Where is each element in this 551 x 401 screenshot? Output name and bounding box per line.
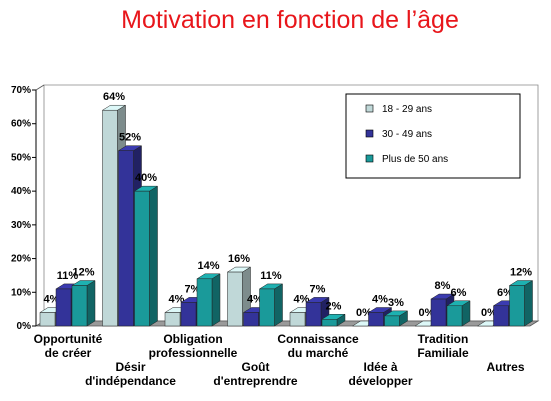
chart-title: Motivation en fonction de l’âge (121, 6, 459, 34)
legend-label: 18 - 29 ans (382, 104, 432, 115)
bar-front (227, 271, 243, 327)
category-label-line: Opportunité (34, 332, 103, 346)
legend-swatch (365, 129, 374, 138)
category-label-line: Tradition (418, 332, 469, 346)
data-label: 16% (228, 253, 250, 265)
data-label: 64% (103, 91, 125, 103)
y-tick-label: 0% (17, 321, 32, 332)
bar-front (243, 312, 259, 327)
category-label-line: Idée à (363, 360, 397, 374)
legend-label: 30 - 49 ans (382, 129, 432, 140)
bar-front (289, 312, 306, 327)
bar-front (305, 302, 322, 327)
data-label: 0% (419, 307, 435, 319)
category-label-line: de créer (45, 346, 92, 360)
category-label-line: Familiale (417, 346, 469, 360)
data-label: 4% (247, 294, 263, 306)
data-label: 4% (372, 294, 388, 306)
bar-front (196, 278, 213, 327)
bar-side (524, 280, 533, 327)
legend-swatch (365, 104, 374, 113)
bar-front (384, 315, 400, 327)
bar-side (211, 273, 221, 327)
bar (508, 280, 534, 327)
category-label: Obligation professionnelle (149, 332, 238, 360)
bar-side (86, 280, 96, 327)
bar-front (259, 288, 275, 327)
bar-front (509, 285, 525, 327)
data-label: 6% (451, 287, 467, 299)
category-label: Autres (486, 360, 524, 374)
bar-side (274, 283, 283, 327)
bar-front (102, 109, 118, 327)
bar-front (430, 298, 447, 327)
plot-side-edge (35, 84, 45, 91)
bar (196, 273, 221, 327)
data-label: 7% (185, 283, 201, 295)
category-label: Désir d'indépendance (85, 360, 176, 388)
category-label-line: Désir (115, 360, 145, 374)
y-tick-label: 70% (11, 85, 31, 96)
bar-front (71, 285, 88, 327)
y-tick-label: 10% (11, 287, 31, 298)
category-label-line: d'entreprendre (213, 374, 298, 388)
bar (133, 185, 159, 327)
data-label: 4% (44, 294, 60, 306)
y-tick-label: 60% (11, 119, 31, 130)
legend-label: Plus de 50 ans (382, 154, 448, 165)
data-label: 12% (72, 267, 94, 279)
data-label: 7% (310, 283, 326, 295)
category-label: Connaissance du marché (277, 332, 359, 360)
bar (321, 313, 346, 327)
bar (383, 310, 409, 327)
data-label: 52% (119, 132, 141, 144)
bar-front (180, 302, 197, 327)
data-label: 2% (326, 300, 342, 312)
category-label: Goût d'entreprendre (213, 360, 298, 388)
category-label-line: d'indépendance (85, 374, 176, 388)
category-label-line: Obligation (163, 332, 222, 346)
category-label-line: développer (348, 374, 412, 388)
data-label: 0% (356, 307, 372, 319)
category-label: Tradition Familiale (417, 332, 469, 360)
legend: 18 - 29 ans 30 - 49 ans Plus de 50 ans (345, 93, 521, 179)
category-label-line: Connaissance (277, 332, 359, 346)
bar-side (149, 185, 158, 327)
bar-front (39, 312, 56, 327)
category-label-line: Goût (242, 360, 270, 374)
bar (446, 300, 471, 327)
category-label-line: Autres (486, 360, 524, 374)
category-label: Idée à développer (348, 360, 412, 388)
bar-front (446, 305, 463, 327)
data-label: 3% (388, 297, 404, 309)
bar-front (164, 312, 181, 327)
bar-front (134, 190, 150, 327)
data-label: 0% (481, 307, 497, 319)
bar-front (55, 288, 72, 327)
bar-front (118, 150, 134, 327)
legend-swatch (365, 154, 374, 163)
y-tick-label: 30% (11, 220, 31, 231)
y-tick-label: 40% (11, 186, 31, 197)
category-label-line: du marché (288, 346, 349, 360)
bar-front (493, 305, 509, 327)
data-label: 40% (135, 172, 157, 184)
data-label: 8% (435, 280, 451, 292)
data-label: 6% (497, 287, 513, 299)
category-label-line: professionnelle (149, 346, 238, 360)
bar (71, 280, 96, 327)
bar-front (321, 319, 338, 327)
bar-front (368, 312, 384, 327)
bar (258, 283, 284, 327)
data-label: 12% (510, 267, 532, 279)
data-label: 11% (260, 270, 282, 282)
y-tick-label: 50% (11, 152, 31, 163)
data-label: 14% (197, 260, 219, 272)
y-tick-label: 20% (11, 254, 31, 265)
data-label: 11% (57, 270, 79, 282)
legend-box (345, 93, 521, 179)
category-label: Opportunité de créer (34, 332, 103, 360)
